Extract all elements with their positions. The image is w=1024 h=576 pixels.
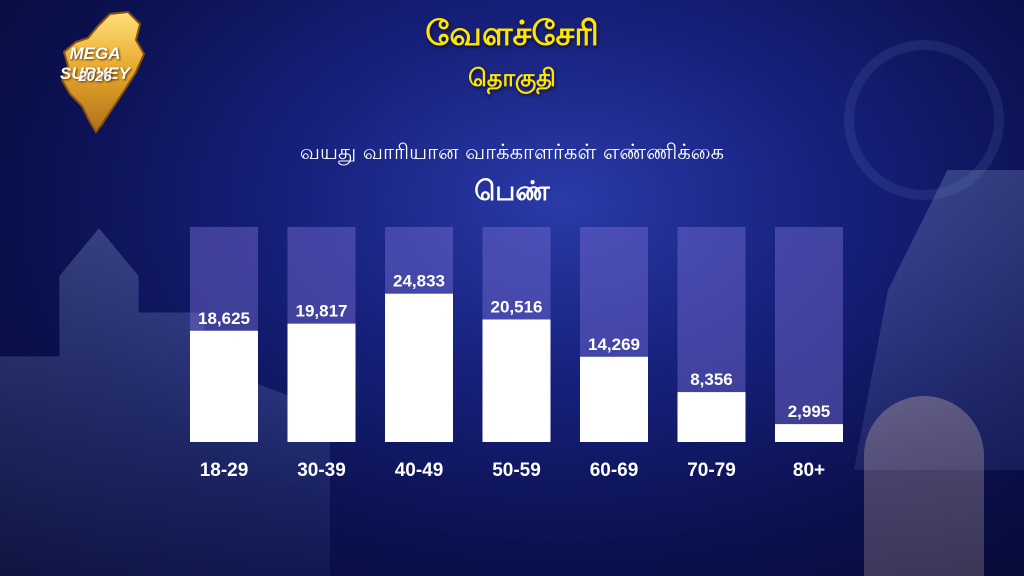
bar-50-59: [482, 319, 551, 442]
chart-title: வயது வாரியான வாக்காளர்கள் எண்ணிக்கை: [299, 140, 725, 164]
bar-40-49: [385, 293, 453, 442]
background-inked-finger-image: [864, 396, 984, 576]
value-label-40-49: 24,833: [393, 272, 445, 291]
value-label-70-79: 8,356: [690, 370, 733, 389]
bar-70-79: [677, 392, 746, 442]
bar-18-29: [190, 330, 258, 442]
constituency-title: வேளச்சேரி: [425, 14, 599, 54]
bar-30-39: [287, 323, 356, 442]
bar-80+: [775, 424, 843, 442]
bar-60-69: [580, 356, 648, 442]
tamilnadu-map-icon: [60, 10, 146, 134]
category-label-80+: 80+: [793, 460, 825, 481]
category-label-60-69: 60-69: [590, 460, 639, 481]
chart-subtitle: பெண்: [474, 176, 550, 207]
logo-year-text: 2026: [78, 68, 112, 85]
value-label-18-29: 18,625: [198, 309, 250, 328]
category-label-70-79: 70-79: [687, 460, 736, 481]
category-label-18-29: 18-29: [200, 460, 249, 481]
category-label-30-39: 30-39: [297, 460, 346, 481]
mega-survey-logo: MEGA SURVEY 2026: [40, 10, 150, 135]
value-label-30-39: 19,817: [296, 302, 348, 321]
category-label-40-49: 40-49: [395, 460, 444, 481]
category-label-50-59: 50-59: [492, 460, 541, 481]
value-label-80+: 2,995: [788, 402, 831, 421]
constituency-subtitle: தொகுதி: [468, 64, 556, 92]
bar-track-80+: [775, 227, 843, 442]
background-seal-image: [844, 40, 1004, 200]
value-label-50-59: 20,516: [491, 297, 543, 316]
logo-brand-text: MEGA SURVEY: [60, 44, 130, 83]
value-label-60-69: 14,269: [588, 335, 640, 354]
